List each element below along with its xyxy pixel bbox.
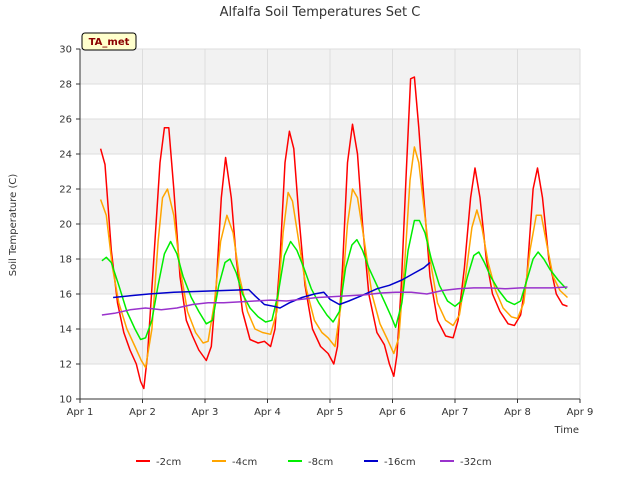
y-tick-label: 24	[59, 150, 72, 161]
chart-title: Alfalfa Soil Temperatures Set C	[220, 5, 421, 20]
tag-box-background	[81, 32, 137, 51]
x-tick-label: Apr 7	[442, 407, 469, 418]
y-tick-label: 14	[59, 325, 72, 336]
y-tick-label: 26	[59, 115, 72, 126]
x-tick-label: Apr 5	[317, 407, 344, 418]
legend: -2cm -4cm -8cm -16cm -32cm	[136, 457, 492, 468]
y-tick-label: 16	[59, 290, 72, 301]
x-tick-label: Apr 3	[192, 407, 219, 418]
series-line-2	[101, 219, 567, 341]
series-group	[99, 76, 569, 390]
x-tick-label: Apr 2	[129, 407, 156, 418]
x-axis-label: Time	[554, 425, 579, 436]
legend-label: -32cm	[460, 457, 492, 468]
legend-label: -8cm	[308, 457, 333, 468]
y-tick-label: 30	[59, 45, 72, 56]
y-tick-label: 10	[59, 395, 72, 406]
series-line-1	[99, 146, 569, 369]
series-line-3	[113, 261, 431, 309]
x-tick-label: Apr 6	[379, 407, 406, 418]
x-tick-label: Apr 9	[567, 407, 594, 418]
y-tick-label: 20	[59, 220, 72, 231]
series-line-4	[101, 286, 568, 316]
y-tick-label: 22	[59, 185, 72, 196]
tag-label: TA_met	[89, 37, 130, 48]
legend-label: -2cm	[156, 457, 181, 468]
x-tick-label: Apr 4	[254, 407, 281, 418]
y-tick-label: 28	[59, 80, 72, 91]
y-axis-label: Soil Temperature (C)	[8, 174, 19, 277]
y-tick-label: 18	[59, 255, 72, 266]
legend-label: -16cm	[384, 457, 416, 468]
y-tick-label: 12	[59, 360, 72, 371]
series-line-0	[99, 76, 568, 390]
y-axis: 10 12 14 16 18 20 22 24 26 28 30	[59, 45, 81, 406]
x-tick-label: Apr 8	[504, 407, 531, 418]
x-tick-label: Apr 1	[67, 407, 94, 418]
legend-label: -4cm	[232, 457, 257, 468]
x-axis: Apr 1 Apr 2 Apr 3 Apr 4 Apr 5 Apr 6 Apr 7 Apr 8…	[67, 398, 594, 418]
tag-box: TA_met	[81, 32, 137, 51]
